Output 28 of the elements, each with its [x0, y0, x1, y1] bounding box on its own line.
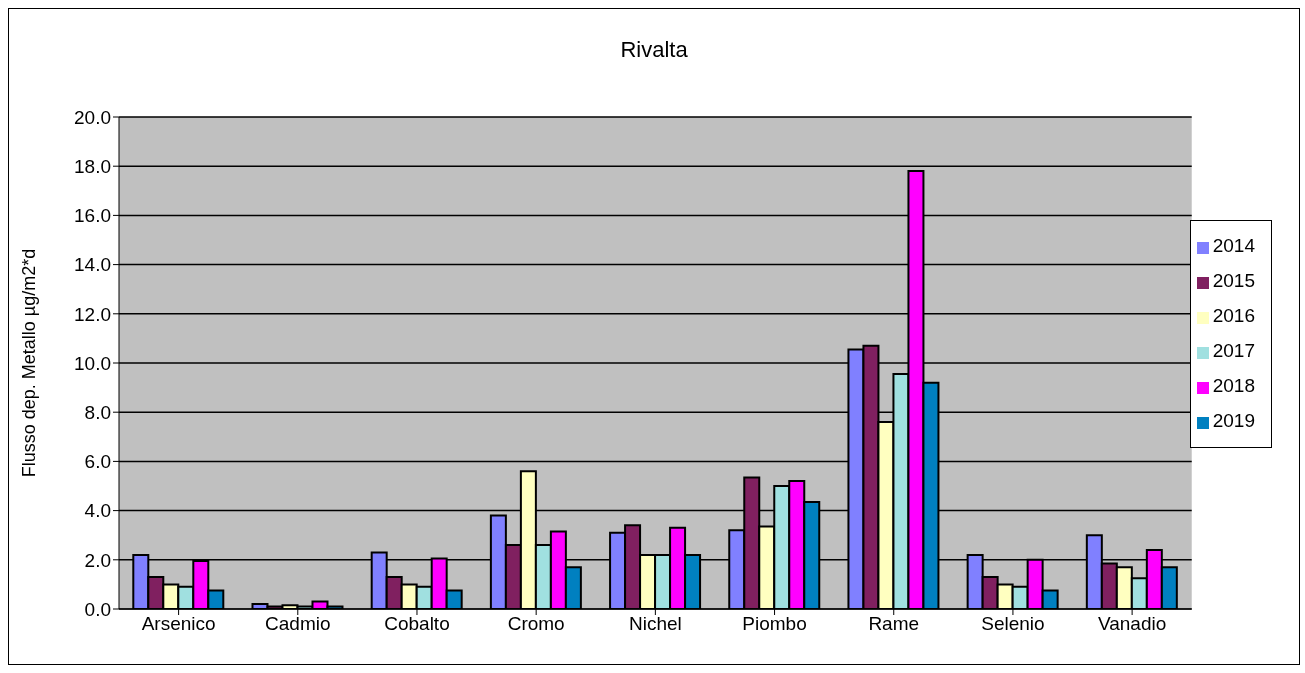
y-tick-label: 2.0 — [84, 549, 111, 571]
y-tick-label: 6.0 — [84, 451, 111, 473]
chart-title: Rivalta — [619, 37, 689, 63]
x-tick-label: Rame — [868, 613, 920, 635]
legend-label: 2014 — [1212, 235, 1255, 256]
x-tick-label: Selenio — [981, 613, 1045, 635]
y-tick-label: 16.0 — [74, 205, 111, 227]
y-tick-label: 18.0 — [74, 155, 111, 177]
legend-label: 2015 — [1212, 270, 1255, 291]
y-tick-label: 4.0 — [84, 500, 111, 522]
y-tick-label: 14.0 — [74, 254, 111, 276]
y-axis-title: Flusso dep. Metallo µg/m2*d — [19, 248, 40, 478]
x-tick-label: Arsenico — [141, 613, 216, 635]
y-tick-label: 10.0 — [74, 352, 111, 374]
legend-label: 2017 — [1212, 340, 1255, 361]
x-tick-label: Nichel — [628, 613, 682, 635]
y-tick-label: 20.0 — [74, 106, 111, 128]
legend-label: 2016 — [1212, 305, 1255, 326]
x-tick-label: Cromo — [507, 613, 565, 635]
legend-label: 2018 — [1212, 375, 1255, 396]
x-tick-label: Vanadio — [1097, 613, 1167, 635]
y-tick-label: 0.0 — [84, 598, 111, 620]
x-tick-label: Cadmio — [265, 613, 331, 635]
y-tick-label: 8.0 — [84, 401, 111, 423]
legend-label: 2019 — [1212, 410, 1255, 431]
y-tick-label: 12.0 — [74, 303, 111, 325]
x-tick-label: Piombo — [742, 613, 807, 635]
x-tick-label: Cobalto — [384, 613, 450, 635]
